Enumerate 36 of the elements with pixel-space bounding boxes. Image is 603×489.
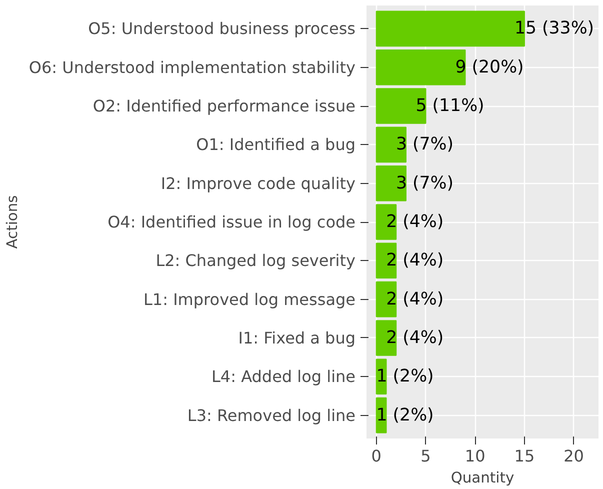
y-tick-label: O4: Identified issue in log code [108,212,356,232]
y-tick-label: I2: Improve code quality [160,174,356,193]
data-label: 2 (4%) [386,212,444,232]
bar [376,281,397,318]
data-label: 3 (7%) [396,173,454,194]
bar [376,242,397,279]
x-axis-title: Quantity [450,470,514,486]
y-tick-label: L3: Removed log line [187,406,356,425]
y-axis-title: Actions [4,195,21,249]
bar [376,88,426,124]
x-tick-label: 20 [564,446,584,466]
data-label: 2 (4%) [386,289,444,310]
data-label: 1 (2%) [376,405,434,426]
x-tick-label: 10 [464,446,486,466]
data-label: 3 (7%) [396,134,454,155]
bar [376,126,406,163]
data-label: 9 (20%) [455,57,524,78]
y-tick-label: O1: Identified a bug [196,135,356,154]
y-tick-label: L2: Changed log severity [156,251,356,270]
y-tick-label: I1: Fixed a bug [238,328,356,348]
y-tick-label: O2: Identified performance issue [92,96,356,116]
x-tick-label: 0 [371,446,382,466]
bar [376,320,397,356]
data-label: 5 (11%) [416,96,484,116]
bar [376,165,406,202]
data-label: 2 (4%) [386,328,444,348]
bar [376,49,466,86]
data-label: 2 (4%) [386,250,444,271]
data-label: 1 (2%) [376,366,434,387]
x-tick-label: 5 [420,446,431,466]
bar [376,204,397,240]
y-tick-label: L4: Added log line [212,367,356,386]
x-tick-label: 15 [514,446,535,466]
y-tick-label: O5: Understood business process [88,19,356,38]
y-tick-label: L1: Improved log message [144,290,356,309]
y-tick-label: O6: Understood implementation stability [28,58,356,77]
